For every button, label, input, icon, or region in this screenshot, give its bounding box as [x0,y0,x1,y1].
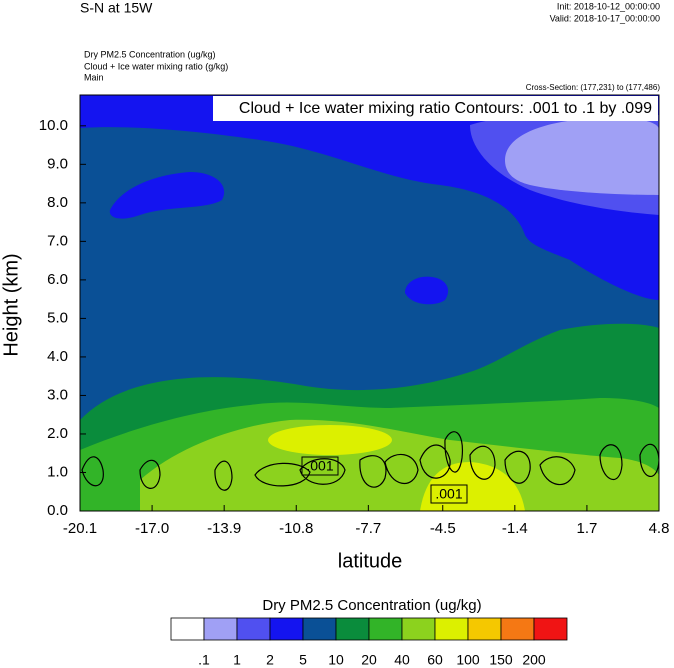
y-tick-label: 2.0 [47,425,68,442]
colorbar-label: 100 [456,652,480,668]
colorbar-label: 10 [328,652,344,668]
y-tick-label: 10.0 [39,117,68,134]
chart-title: S-N at 15W [80,0,153,16]
colorbar-box [434,617,469,641]
y-tick-label: 6.0 [47,271,68,288]
y-tick-label: 1.0 [47,463,68,480]
colorbar-box [236,617,271,641]
y-tick-label: 3.0 [47,386,68,403]
x-tick-label: -20.1 [63,520,97,537]
contour-line [81,431,659,491]
contour-label: .001 [306,458,333,474]
x-tick-label: -13.9 [207,520,241,537]
colorbar-box [467,617,502,641]
x-axis-label: latitude [338,550,403,572]
colorbar-box [203,617,238,641]
fill-region [268,425,392,455]
colorbar-title: Dry PM2.5 Concentration (ug/kg) [262,597,481,614]
x-tick-label: 4.8 [649,520,670,537]
colorbar-label: 20 [361,652,377,668]
y-tick-label: 4.0 [47,348,68,365]
colorbar-label: 5 [299,652,307,668]
annotation-box [213,96,658,121]
fill-region [109,172,225,219]
y-tick-label: 8.0 [47,194,68,211]
contour-field [80,95,659,511]
colorbar-label: 2 [266,652,274,668]
colorbar-box [302,617,337,641]
y-axis-label: Height (km) [0,253,22,356]
cross-section: Cross-Section: (177,231) to (177,486) [526,83,661,92]
colorbar-label: 40 [394,652,410,668]
colorbar-box [533,617,568,641]
fill-region [420,462,525,511]
contour-label-box [430,484,468,504]
y-tick-label: 9.0 [47,155,68,172]
fill-region [505,117,659,195]
contour-label: .001 [435,486,462,502]
colorbar-box [170,617,205,641]
colorbar-box [368,617,403,641]
y-tick-label: 7.0 [47,232,68,249]
y-tick-label: 5.0 [47,309,68,326]
plot-frame [79,94,660,512]
field-name: Dry PM2.5 Concentration (ug/kg) [84,49,216,59]
colorbar-label: .1 [198,652,210,668]
x-tick-label: -1.4 [502,520,528,537]
x-tick-label: 1.7 [576,520,597,537]
annotation: Cloud + Ice water mixing ratio Contours:… [239,100,652,117]
valid-time: Valid: 2018-10-17_00:00:00 [550,13,660,23]
x-tick-label: -10.8 [279,520,313,537]
colorbar-label: 60 [427,652,443,668]
colorbar-box [269,617,304,641]
y-tick-label: 0.0 [47,502,68,519]
x-tick-label: -7.7 [355,520,381,537]
fill-region [405,276,449,305]
colorbar-label: 150 [489,652,513,668]
field-name: Main [84,72,104,82]
colorbar-box [500,617,535,641]
contour-label-box [301,456,339,476]
colorbar-label: 200 [522,652,546,668]
x-tick-label: -17.0 [135,520,169,537]
x-tick-label: -4.5 [430,520,456,537]
colorbar-label: 1 [233,652,241,668]
colorbar-box [401,617,436,641]
colorbar-box [335,617,370,641]
init-time: Init: 2018-10-12_00:00:00 [557,1,660,11]
field-name: Cloud + Ice water mixing ratio (g/kg) [84,61,228,71]
